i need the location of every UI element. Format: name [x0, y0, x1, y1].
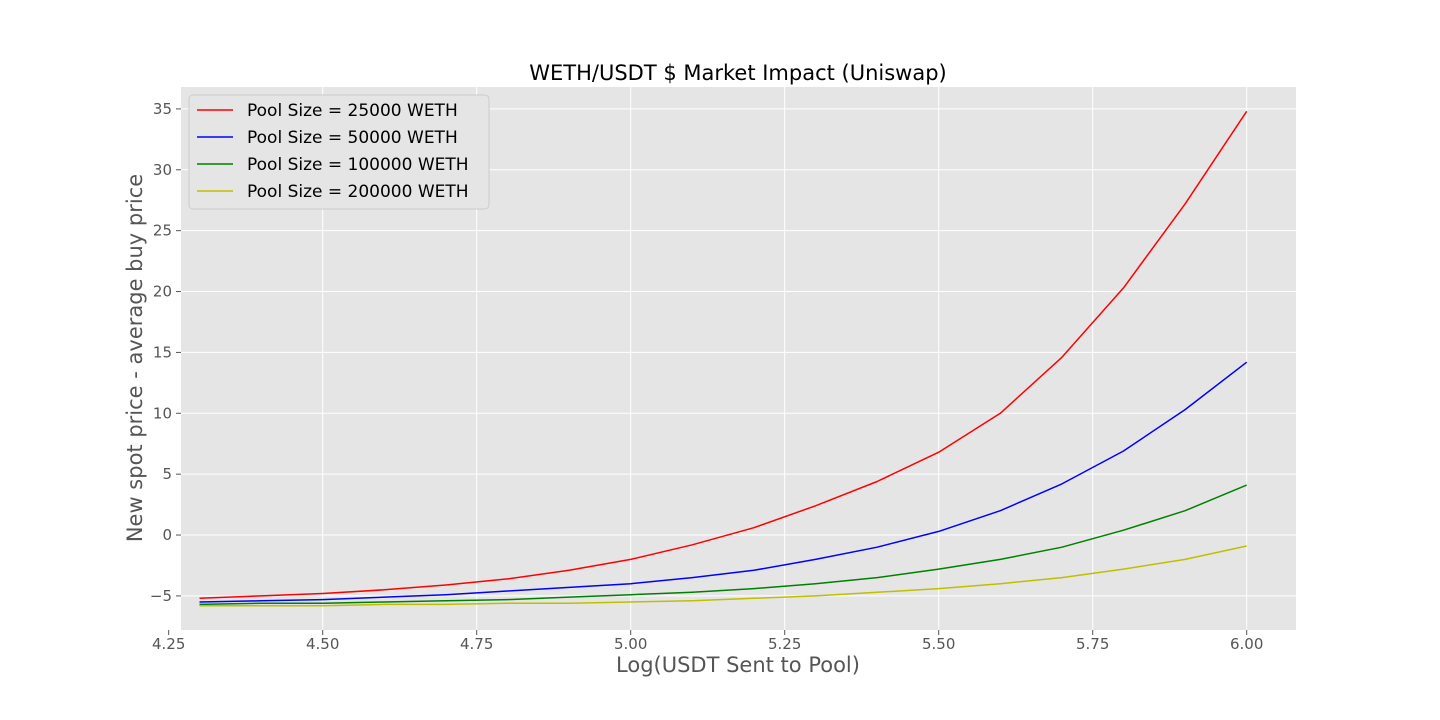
- series-line: [199, 110, 1248, 600]
- chart-title: WETH/USDT $ Market Impact (Uniswap): [529, 61, 947, 85]
- y-ticks: −5 0 5 10 15 20 25 30 35: [150, 100, 181, 605]
- y-tick-label: 20: [153, 283, 172, 301]
- y-tick-label: 35: [153, 100, 172, 118]
- y-tick-label: 0: [162, 526, 172, 544]
- x-tick-label: 5.25: [768, 635, 801, 653]
- x-tick-label: 6.00: [1230, 635, 1263, 653]
- y-tick-label: −5: [150, 587, 172, 605]
- legend-entry: Pool Size = 200000 WETH: [247, 182, 469, 202]
- series-line: [199, 545, 1247, 607]
- series-group: [199, 110, 1248, 607]
- legend-entry: Pool Size = 50000 WETH: [247, 128, 458, 148]
- y-axis-label: New spot price - average buy price: [123, 174, 147, 542]
- y-tick-label: 25: [153, 222, 172, 240]
- y-tick-label: 15: [153, 343, 172, 361]
- x-tick-label: 5.00: [614, 635, 647, 653]
- legend: Pool Size = 25000 WETH Pool Size = 50000 …: [188, 94, 490, 210]
- y-tick-label: 30: [153, 161, 172, 179]
- y-tick-label: 10: [153, 404, 172, 422]
- x-tick-label: 5.75: [1076, 635, 1109, 653]
- x-ticks: 4.25 4.50 4.75 5.00 5.25 5.50 5.75 6.00: [152, 630, 1263, 653]
- legend-entry: Pool Size = 100000 WETH: [247, 155, 469, 175]
- series-line: [199, 361, 1248, 603]
- x-tick-label: 4.75: [460, 635, 493, 653]
- series-line: [199, 484, 1247, 606]
- x-tick-label: 4.50: [306, 635, 339, 653]
- x-tick-label: 4.25: [152, 635, 185, 653]
- legend-box: [188, 94, 490, 210]
- y-tick-label: 5: [162, 465, 172, 483]
- x-tick-label: 5.50: [922, 635, 955, 653]
- legend-entry: Pool Size = 25000 WETH: [247, 101, 458, 121]
- x-axis-label: Log(USDT Sent to Pool): [616, 653, 860, 677]
